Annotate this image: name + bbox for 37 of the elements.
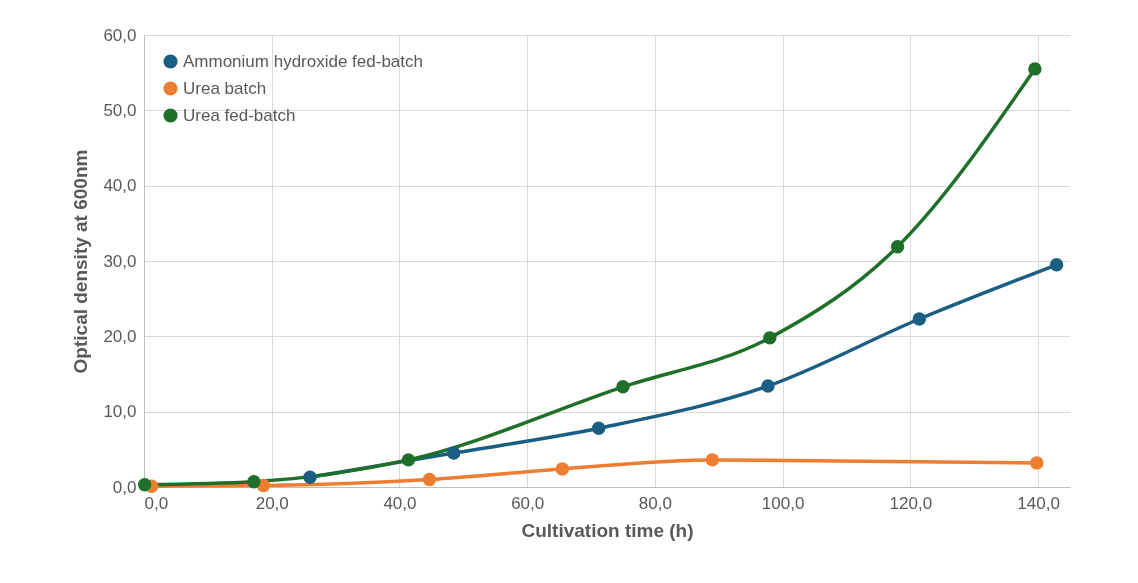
- x-tick-label: 80,0: [638, 493, 672, 513]
- point: [591, 421, 606, 435]
- y-tick-label: 10,0: [103, 402, 137, 422]
- point: [555, 462, 569, 476]
- point: [616, 380, 630, 394]
- point: [705, 453, 720, 467]
- y-tick-label: 40,0: [103, 176, 137, 196]
- point: [890, 239, 905, 254]
- legend-label: Urea batch: [183, 78, 267, 98]
- point: [303, 470, 317, 484]
- point: [761, 379, 775, 393]
- point: [401, 453, 416, 467]
- x-tick-label: 40,0: [383, 493, 417, 513]
- point: [1028, 62, 1042, 76]
- y-tick-label: 30,0: [103, 251, 137, 271]
- x-tick-label: 60,0: [511, 493, 545, 513]
- x-tick-label: 120,0: [889, 493, 933, 513]
- point: [1030, 456, 1044, 470]
- legend-label: Urea fed-batch: [183, 105, 296, 125]
- point: [137, 478, 152, 492]
- y-tick-label: 20,0: [103, 326, 137, 346]
- point: [763, 331, 777, 345]
- x-axis-title: Cultivation time (h): [521, 519, 694, 541]
- y-tick-label: 60,0: [103, 25, 137, 45]
- x-tick-label: 20,0: [255, 493, 289, 513]
- y-tick-label: 0,0: [112, 477, 137, 497]
- point: [422, 472, 437, 487]
- y-axis-title: Optical density at 600nm: [70, 149, 92, 374]
- x-tick-label: 100,0: [761, 493, 805, 513]
- x-tick-label: 140,0: [1017, 493, 1060, 513]
- x-tick-label: 0,0: [144, 493, 169, 513]
- legend-label: Ammonium hydroxide fed-batch: [183, 51, 424, 71]
- point: [1049, 258, 1064, 272]
- point: [912, 312, 926, 326]
- point: [447, 446, 461, 460]
- point: [247, 475, 261, 489]
- y-tick-label: 50,0: [103, 100, 137, 120]
